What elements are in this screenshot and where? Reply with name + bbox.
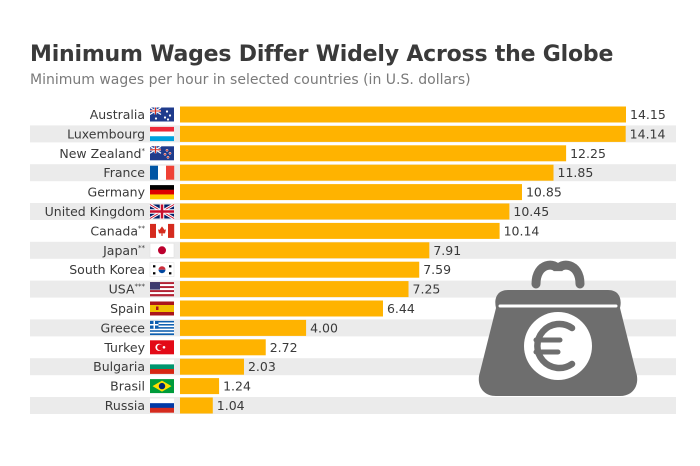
category-label: Bulgaria: [93, 359, 145, 374]
bar: [180, 339, 266, 356]
russia-flag-icon: [150, 398, 174, 413]
category-label: Japan**: [102, 243, 145, 258]
germany-flag-icon: [150, 185, 174, 200]
category-label: USA***: [109, 282, 146, 297]
data-label: 1.04: [217, 398, 245, 413]
category-label: Luxembourg: [67, 126, 145, 141]
luxembourg-flag-icon: [150, 126, 174, 142]
data-label: 7.25: [413, 282, 441, 297]
data-label: 12.25: [570, 146, 606, 161]
data-label: 14.14: [630, 126, 666, 141]
bar: [180, 378, 220, 395]
data-label: 10.45: [513, 204, 549, 219]
data-label: 1.24: [223, 379, 251, 394]
bar: [180, 319, 307, 336]
data-label: 10.85: [526, 185, 562, 200]
category-label: South Korea: [69, 262, 145, 277]
data-label: 7.59: [423, 262, 451, 277]
turkey-flag-icon: [150, 340, 174, 355]
canada-flag-icon: [150, 223, 175, 238]
bar: [180, 203, 510, 220]
data-label: 4.00: [310, 320, 338, 335]
category-label: Russia: [105, 398, 145, 413]
bar: [180, 281, 409, 298]
data-label: 14.15: [630, 107, 666, 122]
japan-flag-icon: [149, 243, 175, 258]
category-label: Germany: [88, 185, 146, 200]
brazil-flag-icon: [150, 379, 174, 394]
euro-purse-icon: [478, 260, 638, 396]
new-zealand-flag-icon: [149, 145, 174, 161]
bar: [180, 261, 420, 278]
category-label: Canada**: [90, 223, 145, 238]
australia-flag-icon: [149, 106, 174, 122]
category-label: New Zealand*: [59, 146, 145, 161]
data-label: 7.91: [433, 243, 461, 258]
bar: [180, 242, 430, 259]
category-label: Greece: [101, 320, 146, 335]
data-label: 6.44: [387, 301, 415, 316]
category-label: France: [103, 165, 145, 180]
bar: [180, 106, 626, 123]
usa-flag-icon: [150, 282, 174, 297]
bar: [180, 125, 626, 142]
bar: [180, 164, 554, 181]
category-label: Australia: [90, 107, 145, 122]
uk-flag-icon: [149, 203, 175, 220]
category-label: Brasil: [110, 379, 145, 394]
data-label: 10.14: [504, 223, 540, 238]
bar: [180, 358, 244, 375]
data-label: 11.85: [558, 165, 594, 180]
category-label: Turkey: [103, 340, 145, 355]
data-label: 2.72: [270, 340, 298, 355]
bar: [180, 145, 567, 162]
data-label: 2.03: [248, 359, 276, 374]
bar: [180, 184, 522, 201]
bulgaria-flag-icon: [150, 359, 174, 374]
greece-flag-icon: [150, 320, 174, 336]
chart-title: Minimum Wages Differ Widely Across the G…: [30, 42, 614, 67]
category-label: United Kingdom: [45, 204, 145, 219]
south-korea-flag-icon: [149, 262, 175, 277]
bar: [180, 222, 500, 239]
bar: [180, 397, 213, 414]
category-label: Spain: [110, 301, 145, 316]
france-flag-icon: [150, 165, 175, 180]
chart-subtitle: Minimum wages per hour in selected count…: [30, 72, 471, 88]
spain-flag-icon: [150, 301, 174, 316]
bar: [180, 300, 383, 317]
